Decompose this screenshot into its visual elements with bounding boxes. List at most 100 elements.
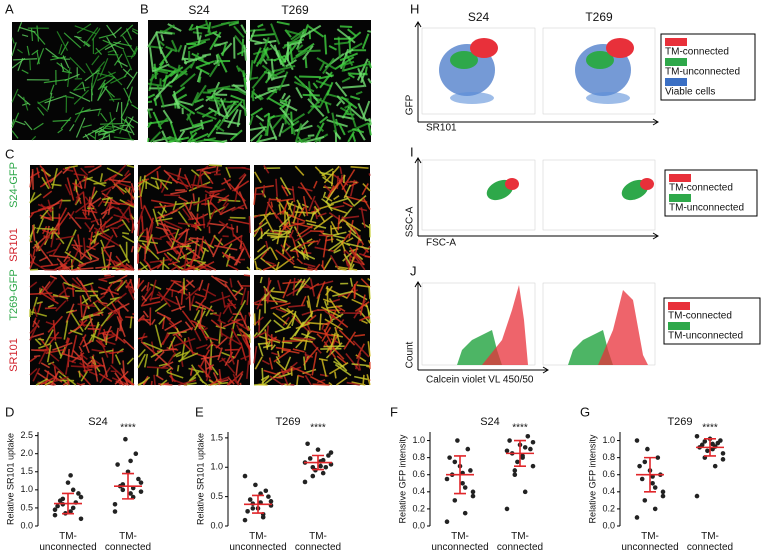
fiber xyxy=(63,250,72,263)
fiber xyxy=(110,370,118,373)
fiber xyxy=(295,330,312,349)
fiber xyxy=(356,284,371,288)
fiber xyxy=(224,303,237,308)
fiber xyxy=(90,218,99,223)
fiber xyxy=(119,124,131,127)
fiber xyxy=(163,223,177,241)
fiber xyxy=(115,102,120,113)
data-dot xyxy=(310,464,316,470)
fiber xyxy=(262,47,270,59)
fiber xyxy=(132,312,135,316)
fiber xyxy=(36,50,40,65)
fiber xyxy=(328,381,333,386)
fiber xyxy=(114,281,125,291)
x-tick-label: TM- connected xyxy=(496,531,544,553)
fiber xyxy=(39,280,51,296)
data-dot xyxy=(70,487,76,493)
fiber xyxy=(100,205,115,216)
fiber xyxy=(253,221,268,233)
fiber xyxy=(257,23,264,28)
fiber xyxy=(50,231,55,248)
fiber xyxy=(271,290,285,294)
fiber xyxy=(203,171,211,180)
fiber xyxy=(73,239,81,252)
fiber xyxy=(169,370,174,382)
fiber xyxy=(311,330,334,337)
fiber xyxy=(236,49,246,56)
fiber xyxy=(273,349,291,363)
fiber xyxy=(261,64,279,78)
fiber xyxy=(254,356,263,370)
fiber xyxy=(296,258,304,265)
fiber xyxy=(149,131,162,143)
fiber xyxy=(221,251,231,261)
fiber xyxy=(64,164,78,170)
fiber xyxy=(201,327,208,332)
fiber xyxy=(152,208,159,226)
fiber xyxy=(277,350,280,358)
fiber xyxy=(335,265,358,271)
fiber xyxy=(103,325,113,341)
fiber xyxy=(41,176,50,190)
fiber xyxy=(272,296,288,303)
fiber xyxy=(184,265,203,271)
fiber xyxy=(47,304,54,308)
fiber xyxy=(346,280,359,299)
fiber xyxy=(261,286,275,301)
fiber xyxy=(64,251,84,265)
fiber xyxy=(345,222,357,235)
fiber xyxy=(138,318,151,321)
fiber xyxy=(270,69,286,79)
fiber xyxy=(129,316,133,329)
fiber xyxy=(278,122,285,137)
fiber xyxy=(81,176,93,182)
fiber xyxy=(307,98,325,117)
fiber xyxy=(241,38,245,57)
fiber xyxy=(279,177,292,196)
fiber xyxy=(262,264,277,271)
fiber xyxy=(268,357,274,370)
fiber xyxy=(367,77,372,84)
fiber xyxy=(253,331,267,339)
fiber xyxy=(34,338,42,346)
fiber xyxy=(97,82,106,101)
fiber xyxy=(80,351,87,374)
data-dot xyxy=(470,493,476,499)
fiber xyxy=(281,115,291,126)
legend-swatch xyxy=(668,322,690,330)
fiber xyxy=(79,295,83,318)
y-tick-label: 0.2 xyxy=(602,503,615,513)
fiber xyxy=(17,48,23,54)
fiber xyxy=(99,218,103,226)
fiber xyxy=(96,71,116,81)
fiber xyxy=(98,373,113,383)
fiber xyxy=(262,58,268,65)
fiber xyxy=(154,180,160,190)
fiber xyxy=(138,185,143,210)
data-dot xyxy=(263,488,269,494)
fiber xyxy=(64,183,72,196)
fiber xyxy=(62,337,71,356)
fiber xyxy=(362,197,371,210)
fiber xyxy=(52,293,69,300)
fiber xyxy=(205,341,214,350)
fiber xyxy=(37,96,55,105)
fiber xyxy=(112,26,122,36)
fiber xyxy=(188,132,209,143)
fiber xyxy=(143,205,154,223)
fiber xyxy=(139,228,147,235)
fiber xyxy=(101,211,108,219)
fiber xyxy=(361,183,369,196)
fiber xyxy=(129,264,135,271)
fiber xyxy=(120,24,134,37)
fiber xyxy=(137,268,141,271)
fiber xyxy=(296,28,306,50)
data-dot xyxy=(260,514,266,520)
fiber xyxy=(311,351,318,376)
data-dot xyxy=(68,473,73,478)
fiber xyxy=(195,297,206,311)
fiber xyxy=(89,231,94,247)
fiber xyxy=(270,302,291,310)
fiber xyxy=(198,279,204,291)
fiber xyxy=(216,53,228,73)
